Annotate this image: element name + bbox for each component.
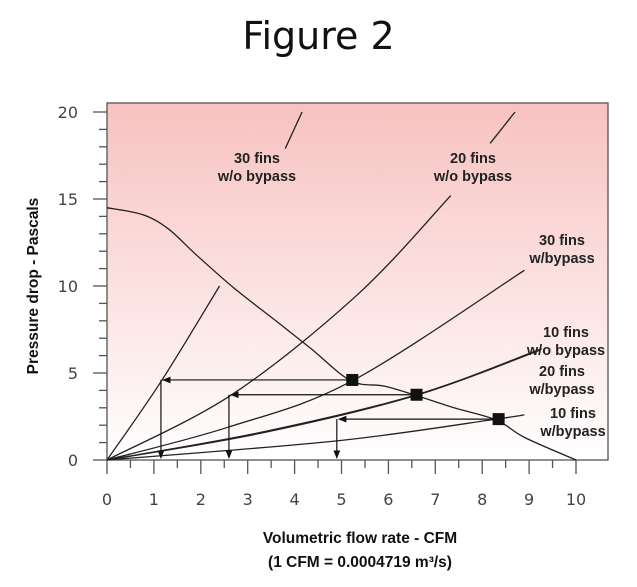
series-label: w/o bypass [217,169,296,185]
series-label: 30 fins [539,233,585,249]
y-axis-label: Pressure drop - Pascals [25,198,42,375]
x-tick-label: 1 [149,490,159,509]
x-tick-label: 6 [383,490,393,509]
series-line [106,269,525,461]
series-label: w/o bypass [526,343,605,359]
series-label: 20 fins [450,151,496,167]
y-tick-label: 20 [58,103,78,122]
series-label: w/o bypass [433,169,512,185]
x-tick-label: 8 [477,490,487,509]
plot-area [106,102,609,461]
series-label: w/bypass [528,382,594,398]
y-tick-label: 10 [58,277,78,296]
series-label: 30 fins [234,151,280,167]
x-tick-label: 0 [102,490,112,509]
x-tick-label: 5 [336,490,346,509]
x-axis-label: Volumetric flow rate - CFM [263,530,457,547]
x-tick-label: 7 [430,490,440,509]
x-tick-label: 2 [196,490,206,509]
series-line [106,349,540,461]
operating-point-marker [410,388,423,401]
series-label: 20 fins [539,364,585,380]
operating-point-marker [346,373,359,386]
y-tick-label: 0 [68,451,78,470]
series-label: 10 fins [543,325,589,341]
operating-point-marker [492,413,505,426]
series-label: w/bypass [539,424,605,440]
x-axis-note: (1 CFM = 0.0004719 m³/s) [268,554,452,571]
series-line [284,111,303,149]
series-line [489,111,516,144]
series-line [106,195,452,461]
y-tick-label: 5 [68,364,78,383]
series-label: 10 fins [550,406,596,422]
x-tick-label: 3 [243,490,253,509]
figure-title: Figure 2 [242,14,395,58]
x-tick-label: 4 [290,490,300,509]
x-tick-label: 10 [566,490,586,509]
x-tick-label: 9 [524,490,534,509]
series-line [106,414,525,461]
series-label: w/bypass [528,251,594,267]
y-tick-label: 15 [58,190,78,209]
